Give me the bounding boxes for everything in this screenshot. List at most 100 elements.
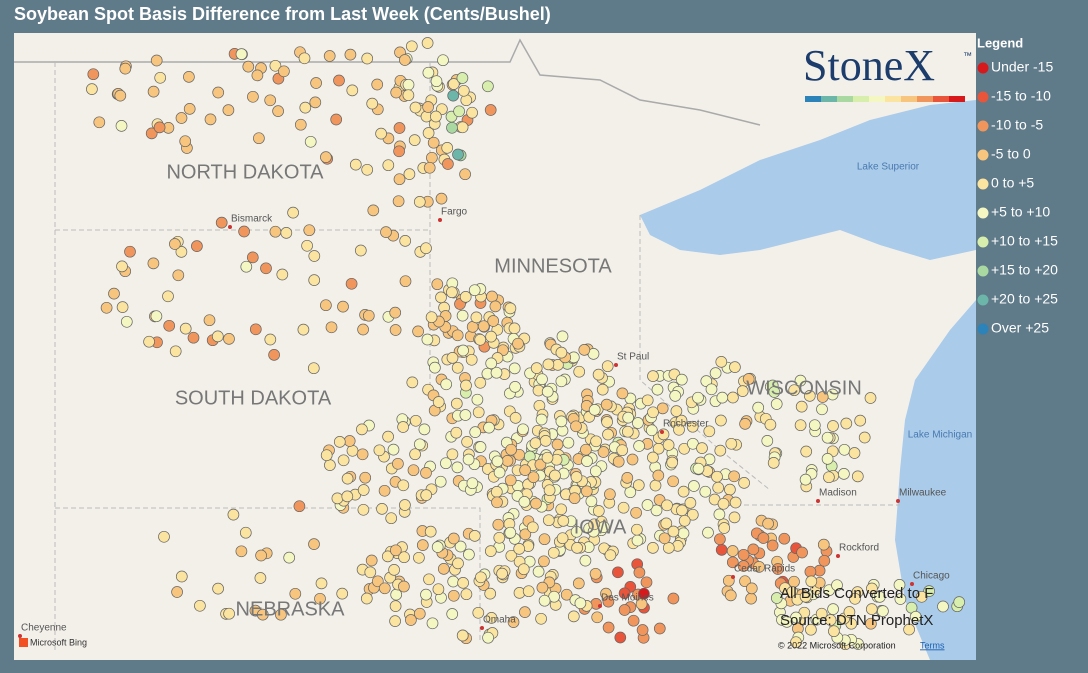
station-dot bbox=[534, 458, 547, 471]
logo-bar-segment bbox=[837, 96, 853, 102]
border bbox=[14, 38, 761, 126]
station-dot bbox=[451, 461, 464, 474]
station-dot bbox=[770, 592, 783, 604]
station-dot bbox=[796, 546, 808, 559]
station-dot bbox=[727, 391, 739, 404]
legend-title: Legend bbox=[977, 35, 1023, 50]
station-dot bbox=[522, 585, 535, 598]
station-dot bbox=[399, 235, 412, 247]
station-dot bbox=[517, 563, 530, 576]
station-dot bbox=[831, 579, 843, 592]
station-dot bbox=[269, 225, 282, 238]
station-dot bbox=[823, 471, 835, 484]
station-dot bbox=[442, 158, 454, 170]
station-dot bbox=[293, 500, 306, 513]
station-dot bbox=[440, 457, 452, 470]
station-dot bbox=[505, 443, 517, 456]
city-label: Rockford bbox=[839, 543, 879, 554]
station-dot bbox=[382, 159, 395, 172]
station-dot bbox=[570, 525, 583, 538]
station-dot bbox=[175, 570, 188, 583]
station-dot bbox=[392, 457, 404, 470]
station-dot bbox=[212, 86, 225, 99]
station-dot bbox=[485, 330, 497, 343]
station-dot bbox=[651, 383, 664, 396]
station-dot bbox=[256, 608, 269, 621]
station-dot bbox=[501, 455, 514, 467]
station-dot bbox=[378, 484, 391, 497]
station-dot bbox=[894, 593, 907, 605]
station-dot bbox=[658, 532, 671, 545]
station-dot bbox=[86, 83, 98, 95]
station-dot bbox=[556, 330, 569, 343]
station-dot bbox=[592, 368, 605, 381]
station-dot bbox=[422, 101, 434, 113]
station-dot bbox=[536, 581, 549, 594]
station-dot bbox=[469, 426, 482, 438]
station-dot bbox=[549, 469, 561, 482]
station-dot bbox=[614, 631, 627, 644]
station-dot bbox=[530, 362, 543, 374]
legend-swatch bbox=[977, 294, 989, 306]
station-dot bbox=[406, 376, 419, 389]
terms-link[interactable]: Terms bbox=[920, 640, 945, 650]
city-label: Chicago bbox=[913, 571, 950, 582]
station-dot bbox=[572, 577, 585, 590]
station-dot bbox=[420, 489, 433, 501]
station-dot bbox=[638, 587, 650, 600]
station-dot bbox=[838, 468, 850, 480]
station-dot bbox=[465, 353, 478, 366]
station-dot bbox=[640, 576, 653, 589]
station-dot bbox=[235, 48, 248, 60]
station-dot bbox=[580, 443, 592, 456]
legend-swatch bbox=[977, 149, 989, 161]
station-dot bbox=[308, 274, 321, 286]
station-dot bbox=[346, 84, 359, 97]
station-dot bbox=[667, 525, 680, 538]
station-dot bbox=[427, 136, 440, 149]
station-dot bbox=[162, 290, 174, 303]
station-dot bbox=[636, 624, 649, 636]
station-dot bbox=[555, 375, 568, 388]
station-dot bbox=[953, 596, 966, 608]
station-dot bbox=[409, 414, 422, 427]
station-dot bbox=[378, 582, 391, 595]
station-dot bbox=[314, 592, 326, 605]
station-dot bbox=[183, 71, 195, 83]
station-dot bbox=[367, 204, 380, 217]
city-label: Cheyenne bbox=[21, 623, 67, 634]
station-dot bbox=[909, 610, 922, 623]
station-dot bbox=[287, 206, 299, 219]
station-dot bbox=[115, 120, 128, 132]
station-dot bbox=[843, 606, 856, 618]
station-dot bbox=[452, 557, 464, 570]
station-dot bbox=[937, 600, 949, 613]
city-label: Rochester bbox=[663, 419, 709, 430]
station-dot bbox=[597, 446, 610, 458]
station-dot bbox=[304, 135, 317, 148]
station-dot bbox=[447, 575, 460, 588]
station-dot bbox=[736, 385, 749, 397]
station-dot bbox=[667, 475, 679, 488]
station-dot bbox=[541, 451, 554, 464]
station-dot bbox=[235, 545, 248, 558]
city-marker bbox=[910, 582, 914, 586]
city-marker bbox=[614, 363, 618, 367]
station-dot bbox=[803, 390, 816, 402]
state-label: IOWA bbox=[574, 516, 627, 538]
station-dot bbox=[484, 104, 497, 116]
station-dot bbox=[632, 417, 644, 429]
station-dot bbox=[459, 291, 472, 303]
station-dot bbox=[555, 346, 568, 359]
station-dot bbox=[703, 425, 716, 438]
station-dot bbox=[323, 50, 336, 62]
station-dot bbox=[116, 260, 128, 273]
station-dot bbox=[403, 168, 416, 180]
station-dot bbox=[392, 195, 405, 208]
station-dot bbox=[492, 518, 505, 531]
station-dot bbox=[389, 544, 402, 557]
station-dot bbox=[739, 575, 751, 588]
station-dot bbox=[143, 335, 155, 348]
legend-swatch bbox=[977, 120, 989, 132]
legend-swatch bbox=[977, 62, 989, 74]
